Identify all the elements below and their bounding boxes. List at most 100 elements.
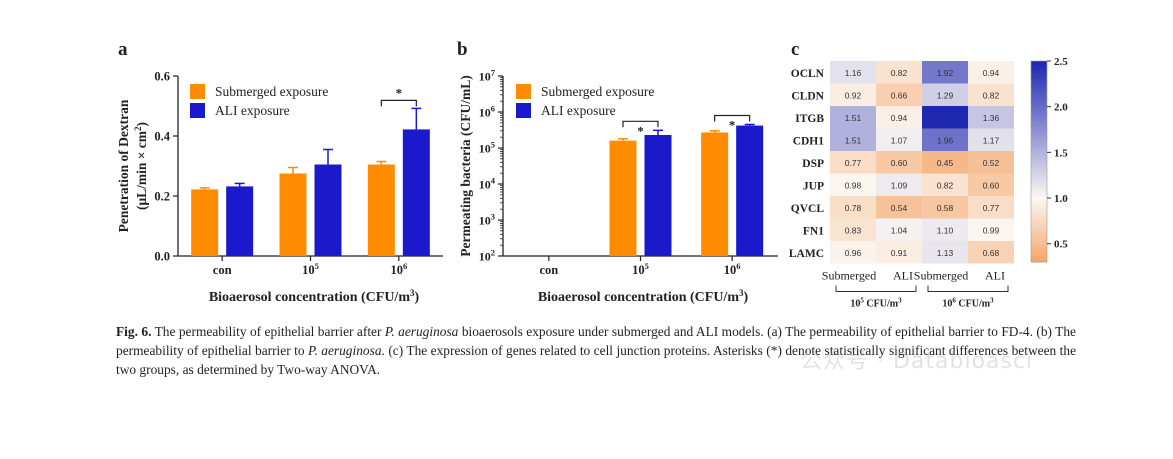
heatmap-cell-label: 0.68	[983, 248, 1000, 258]
colorbar-segment	[1031, 131, 1047, 134]
panel-a-ylabel: Penetration of Dextran	[116, 99, 131, 232]
panel-a-legend: Submerged exposure ALI exposure	[190, 84, 328, 118]
watermark: 公众号 · Databioasci	[800, 349, 1034, 374]
colorbar-segment	[1031, 143, 1047, 146]
heatmap-cell	[968, 218, 1014, 241]
heatmap-cell-label: 0.92	[845, 90, 862, 100]
heatmap-cell-label: 0.45	[937, 158, 954, 168]
colorbar-segment	[1031, 223, 1047, 227]
heatmap-cell-label: 0.82	[937, 180, 954, 190]
panel-a-xlabel: Bioaerosol concentration (CFU/m3)	[209, 288, 420, 305]
colorbar-segment	[1031, 195, 1047, 199]
y-tick-label: 107	[479, 68, 496, 84]
colorbar-segment	[1031, 249, 1047, 253]
panel-a-label: a	[118, 39, 128, 60]
heatmap-cell	[830, 151, 876, 174]
heatmap-cell-label: 1.29	[937, 90, 954, 100]
colorbar-segment	[1031, 159, 1047, 162]
panel-b-axes: 102 103 104 105 106 107 con 105 106	[479, 68, 778, 277]
heatmap-cell	[922, 173, 968, 196]
y-tick-label: 103	[479, 212, 495, 228]
colorbar-segment	[1031, 65, 1047, 68]
colorbar-segment	[1031, 219, 1047, 223]
heatmap-cell	[876, 151, 922, 174]
caption-fig-label: Fig. 6.	[116, 324, 152, 339]
heatmap-cell	[922, 196, 968, 219]
significance-bracket	[714, 114, 751, 122]
colorbar-segment	[1031, 133, 1047, 136]
heatmap-cell-label: 0.60	[983, 180, 1000, 190]
column-group-bracket	[927, 285, 1009, 292]
heatmap-cell	[968, 106, 1014, 129]
colorbar: 2.5 2.0 1.5 1.0 0.5	[1030, 56, 1068, 263]
heatmap-cell-label: 0.77	[983, 203, 1000, 213]
colorbar-segment	[1031, 177, 1047, 181]
legend-swatch-ali	[516, 103, 531, 118]
colorbar-segment	[1031, 233, 1047, 237]
heatmap-cell-label: 1.51	[845, 135, 862, 145]
colorbar-segment	[1031, 135, 1047, 138]
colorbar-segment	[1031, 119, 1047, 122]
colorbar-segment	[1031, 103, 1047, 106]
panel-a-bars: *	[191, 85, 430, 256]
bar	[736, 125, 764, 257]
heatmap-row-label: DSP	[802, 158, 824, 170]
heatmap-cell-label: 0.77	[845, 158, 862, 168]
bar	[701, 132, 729, 256]
heatmap-cell-label: 0.66	[891, 90, 908, 100]
colorbar-segment	[1031, 165, 1047, 169]
significance-label: *	[729, 117, 736, 132]
x-tick-label: 106	[390, 261, 407, 277]
column-group-label: 105 CFU/m3	[850, 297, 902, 310]
bar	[279, 173, 307, 256]
heatmap-cell	[922, 241, 968, 264]
heatmap-row-label: QVCL	[791, 203, 825, 215]
heatmap-cell	[876, 218, 922, 241]
colorbar-segment	[1031, 191, 1047, 195]
heatmap-cell-label: 0.94	[983, 68, 1000, 78]
heatmap-column-label: ALI	[893, 269, 913, 283]
heatmap-row-label: CLDN	[791, 90, 824, 102]
heatmap-cell-label: 0.60	[891, 158, 908, 168]
colorbar-tick-label: 2.5	[1054, 56, 1068, 68]
heatmap-cell-label: 1.17	[983, 135, 1000, 145]
heatmap-row-label: JUP	[803, 180, 824, 192]
legend-swatch-submerged	[190, 84, 205, 99]
heatmap-cell-label: 0.91	[891, 248, 908, 258]
bar	[226, 186, 254, 256]
colorbar-segment	[1031, 163, 1047, 167]
colorbar-segment	[1031, 217, 1047, 221]
legend-swatch-ali	[190, 103, 205, 118]
heatmap-cell-label: 0.83	[845, 225, 862, 235]
bar	[644, 134, 672, 256]
x-tick-label: 105	[302, 261, 319, 277]
colorbar-segment	[1031, 239, 1047, 243]
significance-bracket	[380, 99, 417, 107]
panel-c: c OCLN 1.16 0.82 1.92 0.94 CLDN 0.92 0.66 1.29 0.…	[789, 39, 1068, 310]
bar	[191, 189, 219, 256]
colorbar-segment	[1031, 211, 1047, 215]
colorbar-segment	[1031, 167, 1047, 171]
legend-swatch-submerged	[516, 84, 531, 99]
colorbar-segment	[1031, 181, 1047, 185]
heatmap-cell-label: 1.07	[891, 135, 908, 145]
colorbar-segment	[1031, 107, 1047, 110]
heatmap-cell	[968, 151, 1014, 174]
colorbar-segment	[1031, 67, 1047, 70]
heatmap-cell-label: 1.09	[891, 180, 908, 190]
bar	[402, 129, 430, 256]
colorbar-segment	[1031, 193, 1047, 197]
significance-label: *	[637, 123, 644, 138]
colorbar-segment	[1031, 205, 1047, 209]
heatmap-cell	[968, 173, 1014, 196]
legend-label-ali: ALI exposure	[215, 103, 290, 118]
colorbar-segment	[1031, 199, 1047, 203]
heatmap-cell-label: 0.99	[983, 225, 1000, 235]
panel-b-bars: * *	[609, 114, 764, 257]
heatmap-cell-label: 1.36	[983, 113, 1000, 123]
colorbar-segment	[1031, 79, 1047, 82]
colorbar-segment	[1031, 83, 1047, 86]
colorbar-segment	[1031, 227, 1047, 231]
caption-species-2: P. aeruginosa	[308, 343, 382, 358]
